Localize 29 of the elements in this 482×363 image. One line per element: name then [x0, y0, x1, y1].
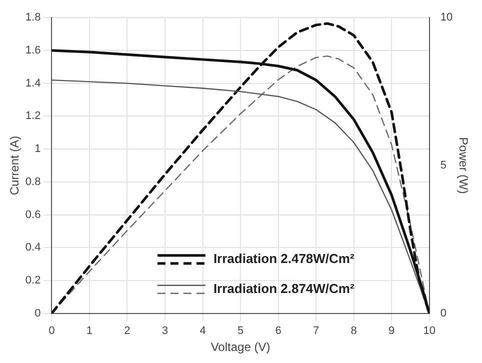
- y2-axis-title: Power (W): [456, 137, 470, 194]
- y-tick-label: 0.6: [25, 208, 41, 221]
- y2-tick-label: 10: [440, 12, 453, 24]
- y-axis-title: Current (A): [8, 136, 22, 196]
- x-tick-label: 8: [350, 325, 357, 338]
- x-tick-label: 5: [237, 325, 244, 338]
- x-tick-label: 1: [86, 325, 93, 338]
- x-tick-label: 9: [388, 325, 395, 338]
- y-tick-label: 0.2: [25, 274, 41, 287]
- x-tick-label: 7: [313, 325, 320, 338]
- y-tick-label: 1.8: [25, 12, 41, 24]
- x-tick-label: 0: [48, 325, 55, 338]
- y-tick-label: 0: [34, 307, 41, 320]
- x-axis-title: Voltage (V): [210, 340, 270, 354]
- y-tick-label: 1.6: [25, 44, 41, 56]
- legend-label: Irradiation 2.874W/Cm²: [213, 280, 355, 296]
- x-tick-label: 2: [124, 325, 130, 338]
- x-tick-label: 3: [162, 325, 168, 338]
- x-tick-label: 4: [200, 325, 206, 338]
- x-tick-label: 6: [275, 325, 282, 338]
- y-tick-label: 1.2: [25, 110, 41, 122]
- y-tick-label: 0.8: [25, 176, 41, 188]
- y2-tick-label: 5: [440, 160, 446, 172]
- y-tick-label: 0.4: [25, 242, 41, 254]
- x-tick-label: 10: [423, 325, 436, 338]
- y2-tick-label: 0: [440, 307, 446, 320]
- y-tick-label: 1: [34, 143, 41, 156]
- y-tick-label: 1.4: [25, 77, 41, 90]
- legend-label: Irradiation 2.478W/Cm²: [213, 250, 355, 266]
